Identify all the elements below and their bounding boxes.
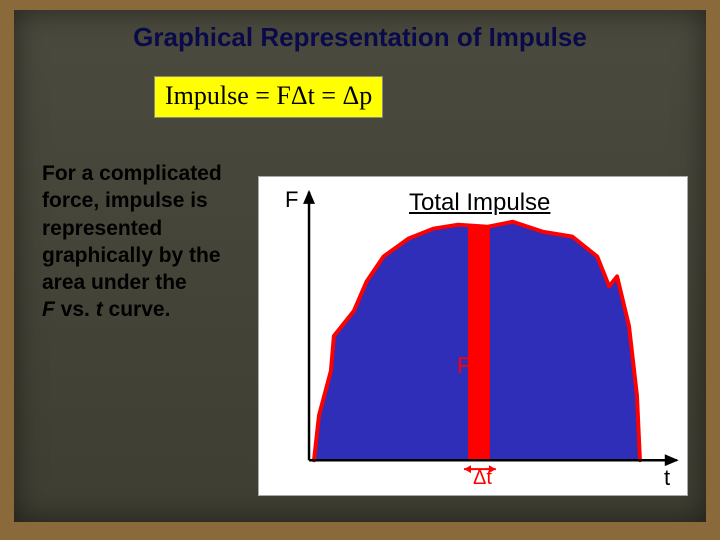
body-paragraph: For a complicated force, impulse is repr…	[42, 160, 247, 324]
slide-frame: Graphical Representation of Impulse Impu…	[0, 0, 720, 540]
equation-container: Impulse = FΔt = Δp	[154, 76, 383, 118]
f-slice-label: F	[457, 353, 470, 379]
graph-title: Total Impulse	[409, 189, 550, 217]
y-axis-label: F	[285, 187, 298, 213]
dt-label: Δt	[473, 467, 492, 490]
graph-panel: F Total Impulse F Δt t	[258, 176, 688, 496]
body-t: t	[96, 298, 103, 321]
body-end: curve.	[103, 298, 171, 321]
body-vs: vs.	[55, 298, 96, 321]
body-f: F	[42, 298, 55, 321]
t-axis-label: t	[664, 465, 670, 491]
body-main: For a complicated force, impulse is repr…	[42, 162, 222, 294]
slide-title: Graphical Representation of Impulse	[14, 22, 706, 53]
impulse-equation: Impulse = FΔt = Δp	[154, 76, 383, 118]
graph-svg	[259, 177, 687, 495]
